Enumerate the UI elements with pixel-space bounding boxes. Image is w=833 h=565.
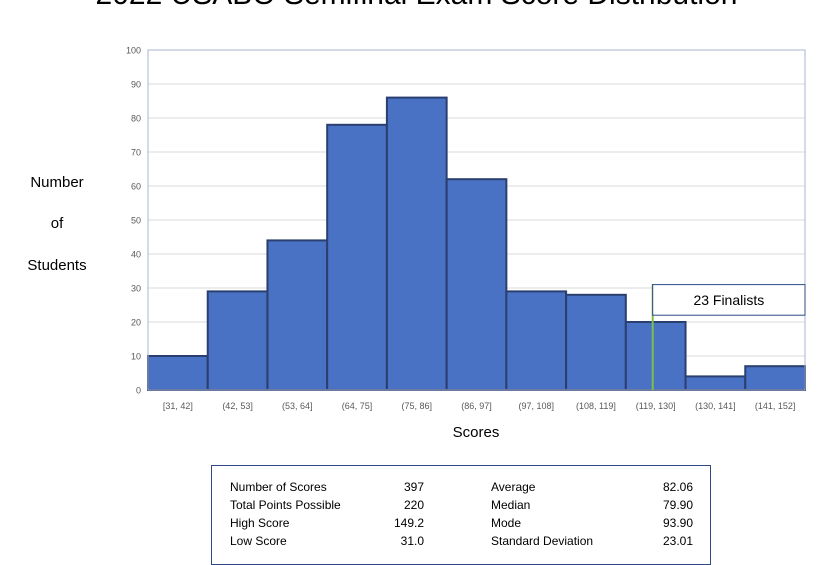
stat-value: 220: [403, 498, 424, 512]
statistics-row: Total Points Possible 220 Median 79.90: [230, 496, 693, 514]
bars: [147, 96, 806, 392]
stat-label: Total Points Possible: [230, 498, 341, 512]
x-tick-label: (86, 97]: [461, 401, 492, 411]
x-tick-label: (108, 119]: [576, 401, 616, 411]
x-tick-label: (141, 152]: [755, 401, 796, 411]
y-tick-label: 50: [131, 216, 141, 226]
stat-value: 79.90: [662, 498, 693, 512]
stat-value: 82.06: [662, 480, 693, 494]
statistics-row: Low Score 31.0 Standard Deviation 23.01: [230, 532, 693, 550]
bar: [206, 290, 269, 391]
bar: [505, 290, 568, 391]
spacer: [424, 496, 491, 514]
chart-title: 2022 USABO Semifinal Exam Score Distribu…: [0, 0, 833, 12]
y-tick-label: 80: [131, 114, 141, 124]
x-tick-label: (97, 108]: [518, 401, 554, 411]
y-axis-label-line-1: Number: [30, 174, 84, 191]
stat-value: 397: [403, 480, 424, 494]
stat-label: Number of Scores: [230, 480, 327, 494]
bar: [147, 355, 209, 391]
stat-label: Low Score: [230, 534, 287, 548]
y-tick-label: 30: [131, 284, 141, 294]
x-axis-label: Scores: [452, 424, 500, 441]
stat-label: Standard Deviation: [491, 534, 594, 548]
stat-label: Average: [491, 480, 536, 494]
bar: [326, 123, 388, 392]
y-tick-labels: 0 10 20 30 40 50 60 70 80 90 100: [126, 46, 141, 396]
finalists-callout-box: [652, 284, 806, 316]
x-tick-label: (53, 64]: [282, 401, 313, 411]
spacer: [424, 514, 491, 532]
bar: [445, 178, 508, 391]
stat-value: 149.2: [393, 516, 424, 530]
y-tick-label: 60: [131, 182, 141, 192]
y-tick-label: 90: [131, 80, 141, 90]
x-tick-label: (64, 75]: [342, 401, 373, 411]
stat-value: 23.01: [662, 534, 693, 548]
stat-label: Mode: [491, 516, 522, 530]
bar: [744, 365, 806, 392]
y-tick-label: 100: [126, 46, 141, 56]
finalists-callout-label: 23 Finalists: [693, 292, 764, 308]
x-tick-label: (119, 130]: [636, 401, 676, 411]
x-tick-label: (130, 141]: [695, 401, 736, 411]
bar: [624, 321, 687, 391]
y-tick-label: 20: [131, 318, 141, 328]
y-axis-label-line-2: of: [50, 215, 64, 232]
statistics-row: High Score 149.2 Mode 93.90: [230, 514, 693, 532]
bar: [684, 375, 747, 391]
statistics-table: Number of Scores 397 Average 82.06 Total Poi…: [230, 478, 693, 550]
bar: [565, 293, 627, 391]
bar: [266, 239, 329, 391]
stat-value: 31.0: [400, 534, 424, 548]
bar: [385, 96, 448, 391]
x-tick-label: (42, 53]: [222, 401, 253, 411]
statistics-row: Number of Scores 397 Average 82.06: [230, 478, 693, 496]
y-tick-label: 10: [131, 352, 141, 362]
x-tick-label: [31, 42]: [163, 401, 193, 411]
histogram-chart: 0 10 20 30 40 50 60 70 80 90 100 [31, 42] (42, 53] (…: [126, 46, 806, 411]
y-axis-label-line-3: Students: [27, 257, 87, 274]
plot-frame: [147, 49, 806, 391]
stat-label: High Score: [230, 516, 290, 530]
y-tick-label: 0: [136, 386, 141, 396]
y-tick-label: 70: [131, 148, 141, 158]
stat-value: 93.90: [662, 516, 693, 530]
x-tick-label: (75, 86]: [402, 401, 433, 411]
spacer: [424, 478, 491, 496]
stat-label: Median: [491, 498, 531, 512]
spacer: [424, 532, 491, 550]
statistics-box: Number of Scores 397 Average 82.06 Total Poi…: [211, 465, 711, 565]
x-tick-labels: [31, 42] (42, 53] (53, 64] (64, 75] (75, 86]…: [163, 401, 796, 411]
y-tick-label: 40: [131, 250, 141, 260]
